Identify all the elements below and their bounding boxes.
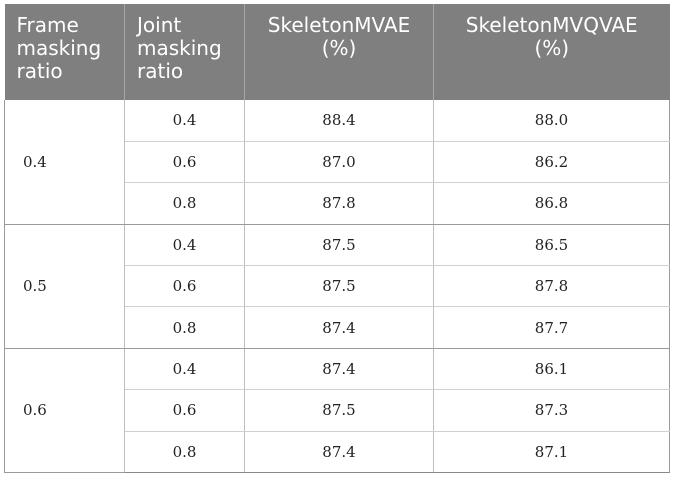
mvqvae-value-cell: 86.1	[433, 348, 670, 391]
header-line: masking	[137, 36, 222, 60]
header-skeleton-mvqvae: SkeletonMVQVAE (%)	[433, 4, 670, 100]
frame-ratio-cell: 0.6	[4, 348, 125, 474]
header-skeleton-mvae: SkeletonMVAE (%)	[244, 4, 434, 100]
mvae-value-cell: 87.0	[244, 141, 434, 184]
mvae-value-cell: 87.4	[244, 306, 434, 349]
table-row: 0.8 87.4 87.7	[5, 306, 670, 349]
frame-ratio-cell: 0.5	[4, 224, 125, 349]
table-row: 0.8 87.8 86.8	[5, 182, 670, 225]
mvae-value-cell: 87.8	[244, 182, 434, 225]
results-table: Frame masking ratio Joint masking ratio …	[4, 4, 670, 474]
mvae-value-cell: 87.4	[244, 431, 434, 474]
header-line: ratio	[137, 59, 184, 83]
joint-ratio-cell: 0.8	[124, 306, 245, 349]
table-row: 0.5 0.4 87.5 86.5	[4, 224, 670, 349]
joint-ratio-cell: 0.4	[124, 348, 245, 391]
header-line: (%)	[534, 36, 570, 60]
frame-ratio-cell: 0.4	[4, 100, 125, 225]
mvqvae-value-cell: 87.7	[433, 306, 670, 349]
table-row: 0.6 87.0 86.2	[5, 141, 670, 184]
header-line: ratio	[16, 59, 63, 83]
header-row: Frame masking ratio Joint masking ratio …	[4, 4, 670, 100]
mvqvae-value-cell: 86.2	[433, 141, 670, 184]
mvae-value-cell: 87.5	[244, 224, 434, 267]
mvae-value-cell: 87.4	[244, 348, 434, 391]
table-row: 0.8 87.4 87.1	[5, 431, 670, 474]
header-joint-masking-ratio: Joint masking ratio	[124, 4, 245, 100]
table-header: Frame masking ratio Joint masking ratio …	[4, 4, 670, 100]
header-line: SkeletonMVAE	[267, 13, 411, 37]
joint-ratio-cell: 0.6	[124, 141, 245, 184]
header-line: Frame	[16, 13, 79, 37]
mvqvae-value-cell: 87.1	[433, 431, 670, 474]
table-row: 0.6 0.4 87.4 86.1	[4, 348, 670, 474]
header-line: (%)	[321, 36, 357, 60]
mvqvae-value-cell: 88.0	[433, 100, 670, 142]
mvqvae-value-cell: 87.8	[433, 265, 670, 308]
table-body: 0.4 0.4 88.4 88.0 0.6 87.0 86.2 0.8 87.8…	[4, 100, 670, 474]
header-line: SkeletonMVQVAE	[465, 13, 638, 37]
header-frame-masking-ratio: Frame masking ratio	[4, 4, 125, 100]
mvae-value-cell: 87.5	[244, 265, 434, 308]
joint-ratio-cell: 0.4	[124, 224, 245, 267]
mvae-value-cell: 87.5	[244, 389, 434, 432]
table-row: 0.6 87.5 87.8	[5, 265, 670, 308]
joint-ratio-cell: 0.6	[124, 265, 245, 308]
header-line: Joint	[137, 13, 182, 37]
mvqvae-value-cell: 86.8	[433, 182, 670, 225]
mvqvae-value-cell: 86.5	[433, 224, 670, 267]
mvae-value-cell: 88.4	[244, 100, 434, 142]
joint-ratio-cell: 0.8	[124, 182, 245, 225]
joint-ratio-cell: 0.8	[124, 431, 245, 474]
mvqvae-value-cell: 87.3	[433, 389, 670, 432]
header-line: masking	[16, 36, 102, 60]
joint-ratio-cell: 0.6	[124, 389, 245, 432]
joint-ratio-cell: 0.4	[124, 100, 245, 142]
table-row: 0.6 87.5 87.3	[5, 389, 670, 432]
table-row: 0.4 0.4 88.4 88.0	[4, 100, 670, 225]
